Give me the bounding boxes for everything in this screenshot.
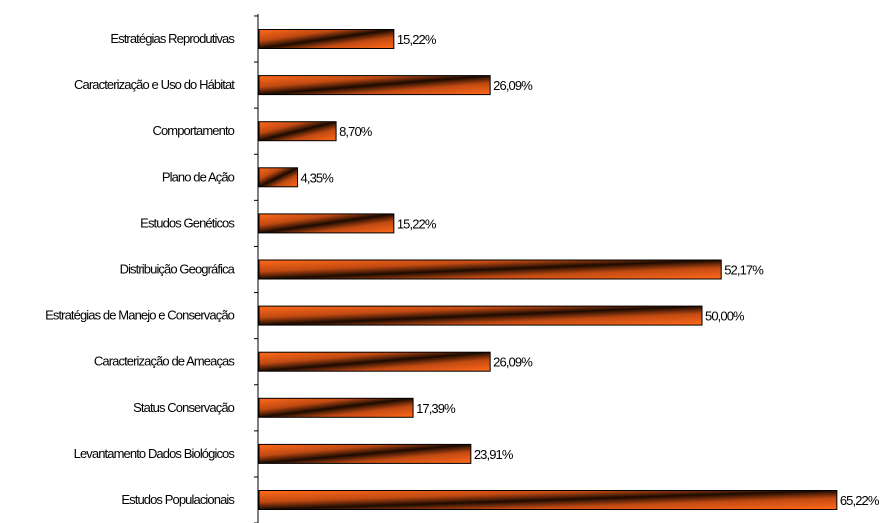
bar-estrategias-reprodutivas — [258, 29, 395, 49]
value-label-plano-de-acao: 4,35% — [301, 170, 335, 185]
value-label-estrategias-reprodutivas: 15,22% — [397, 32, 437, 47]
bar-estudos-geneticos — [258, 213, 395, 234]
value-label-estudos-geneticos: 15,22% — [397, 216, 437, 231]
value-labels: 15,22% 26,09% 8,70% 4,35% 15,22% 52,17% 50,00%… — [301, 32, 881, 508]
bar-comportamento — [258, 121, 337, 142]
bar-estudos-populacionais — [258, 490, 838, 510]
bar-caracterizacao-de-ameacas — [258, 351, 491, 372]
value-label-distribuicao-geografica: 52,17% — [724, 263, 764, 278]
value-label-status-conservacao: 17,39% — [416, 401, 456, 416]
category-label-levantamento-dados-biologicos: Levantamento Dados Biológicos — [74, 446, 236, 461]
bar-distribuicao-geografica — [258, 259, 722, 280]
category-label-estrategias-de-manejo-e-conservacao: Estratégias de Manejo e Conservação — [45, 308, 235, 323]
category-label-estudos-geneticos: Estudos Genéticos — [140, 215, 235, 230]
bar-caracterizacao-e-uso-do-habitat — [258, 75, 491, 96]
y-axis-ticks — [254, 15, 258, 523]
bar-plano-de-acao — [258, 167, 299, 188]
bar-estrategias-de-manejo-e-conservacao — [258, 305, 703, 326]
category-labels: Estratégias Reprodutivas Caracterização e… — [45, 31, 236, 507]
bars-group — [258, 29, 838, 510]
value-label-caracterizacao-de-ameacas: 26,09% — [493, 355, 533, 370]
category-label-estudos-populacionais: Estudos Populacionais — [121, 492, 235, 507]
category-label-caracterizacao-e-uso-do-habitat: Caracterização e Uso do Hábitat — [74, 77, 235, 92]
category-label-caracterizacao-de-ameacas: Caracterização de Ameaças — [94, 354, 235, 369]
category-label-estrategias-reprodutivas: Estratégias Reprodutivas — [110, 31, 235, 46]
category-label-plano-de-acao: Plano de Ação — [162, 169, 235, 184]
value-label-caracterizacao-e-uso-do-habitat: 26,09% — [493, 78, 533, 93]
value-label-estudos-populacionais: 65,22% — [840, 493, 880, 508]
category-label-distribuicao-geografica: Distribuição Geográfica — [120, 262, 236, 277]
category-label-comportamento: Comportamento — [152, 123, 234, 138]
bar-status-conservacao — [258, 397, 414, 418]
category-label-status-conservacao: Status Conservação — [133, 400, 235, 415]
value-label-estrategias-de-manejo-e-conservacao: 50,00% — [705, 309, 745, 324]
value-label-comportamento: 8,70% — [339, 124, 373, 139]
value-label-levantamento-dados-biologicos: 23,91% — [474, 447, 514, 462]
bar-levantamento-dados-biologicos — [258, 443, 472, 464]
